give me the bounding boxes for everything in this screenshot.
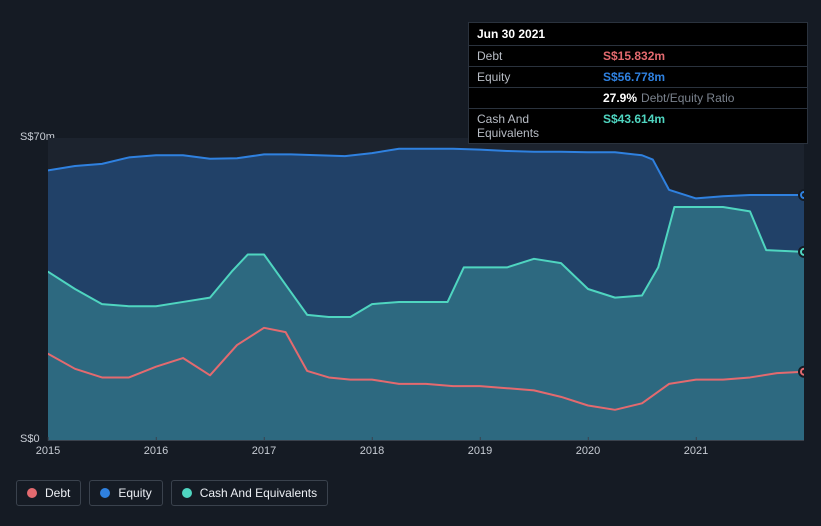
legend-label: Debt	[45, 486, 70, 500]
tooltip-value: S$15.832m	[595, 46, 673, 66]
x-axis: 2015201620172018201920202021	[48, 440, 804, 468]
legend-label: Cash And Equivalents	[200, 486, 317, 500]
financial-chart-container: { "chart": { "type": "area", "background…	[0, 0, 821, 526]
x-axis-label: 2015	[36, 445, 60, 457]
chart-plot[interactable]	[48, 138, 804, 440]
x-axis-label: 2020	[576, 445, 600, 457]
tooltip-value: 27.9%Debt/Equity Ratio	[595, 88, 742, 108]
tooltip-row: 27.9%Debt/Equity Ratio	[469, 88, 807, 109]
chart-tooltip: Jun 30 2021 DebtS$15.832mEquityS$56.778m…	[468, 22, 808, 144]
chart-legend: Debt Equity Cash And Equivalents	[16, 480, 328, 506]
chart-area: S$0S$70m 2015201620172018201920202021	[16, 120, 806, 510]
x-axis-label: 2016	[144, 445, 168, 457]
tooltip-value: S$56.778m	[595, 67, 673, 87]
x-axis-label: 2021	[684, 445, 708, 457]
tooltip-suffix: Debt/Equity Ratio	[641, 91, 734, 105]
legend-item-debt[interactable]: Debt	[16, 480, 81, 506]
legend-item-equity[interactable]: Equity	[89, 480, 162, 506]
x-axis-label: 2019	[468, 445, 492, 457]
x-axis-label: 2017	[252, 445, 276, 457]
tooltip-value: S$43.614m	[595, 109, 673, 143]
legend-item-cash[interactable]: Cash And Equivalents	[171, 480, 328, 506]
tooltip-key: Equity	[469, 67, 595, 87]
tooltip-row: EquityS$56.778m	[469, 67, 807, 88]
legend-swatch	[100, 488, 110, 498]
legend-swatch	[27, 488, 37, 498]
y-axis-label: S$0	[20, 433, 40, 445]
tooltip-date: Jun 30 2021	[469, 23, 807, 46]
legend-swatch	[182, 488, 192, 498]
tooltip-key: Debt	[469, 46, 595, 66]
tooltip-key	[469, 88, 595, 108]
x-axis-label: 2018	[360, 445, 384, 457]
tooltip-row: Cash And EquivalentsS$43.614m	[469, 109, 807, 143]
tooltip-key: Cash And Equivalents	[469, 109, 595, 143]
legend-label: Equity	[118, 486, 151, 500]
tooltip-row: DebtS$15.832m	[469, 46, 807, 67]
